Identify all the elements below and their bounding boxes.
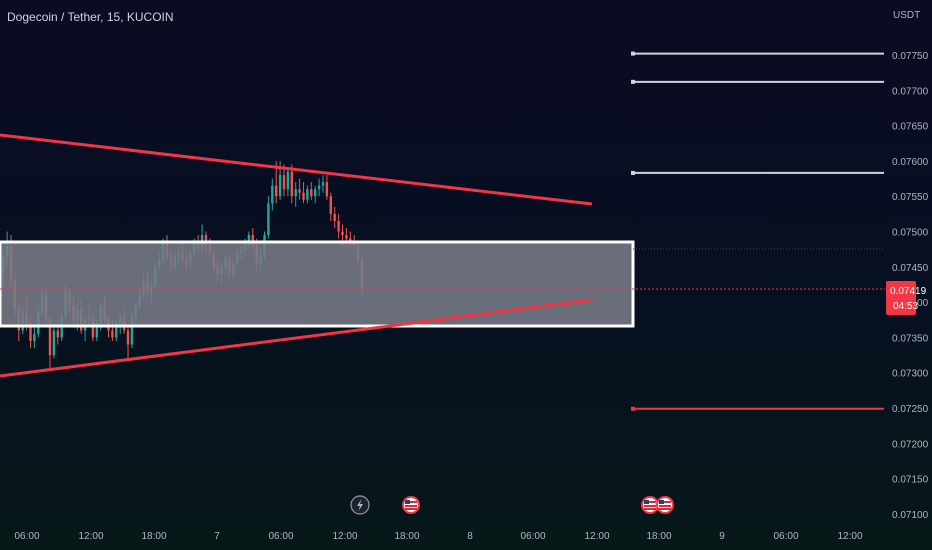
candle-body <box>52 330 56 356</box>
time-tick-label: 12:00 <box>78 531 103 542</box>
candle-body <box>204 235 208 246</box>
candle-body <box>56 330 59 338</box>
candle-body <box>29 323 32 341</box>
countdown-timer: 04:53 <box>893 301 918 312</box>
price-tick-label: 0.07450 <box>892 263 929 274</box>
candle-body <box>115 323 118 338</box>
time-tick-label: 18:00 <box>394 531 419 542</box>
us-flag-icon[interactable] <box>402 496 420 514</box>
event-icons <box>350 495 674 515</box>
time-tick-label: 12:00 <box>332 531 357 542</box>
candle-body <box>271 185 274 204</box>
candle-body <box>345 235 348 239</box>
candle-body <box>126 330 130 345</box>
candle-body <box>333 213 336 221</box>
candle-body <box>302 192 305 200</box>
level-anchor-point[interactable] <box>631 79 635 84</box>
candle-body <box>337 220 340 232</box>
time-axis[interactable]: 06:00 12:00 18:00 7 06:00 12:00 18:00 8 06:00 12:… <box>14 531 862 542</box>
level-anchor-point[interactable] <box>631 170 635 175</box>
time-tick-label: 9 <box>719 531 725 542</box>
candle-body <box>341 231 344 236</box>
symbol-title: Dogecoin / Tether, 15, KUCOIN <box>7 10 174 24</box>
candle-body <box>329 196 332 214</box>
candle-body <box>298 189 301 193</box>
candle-body <box>267 203 270 236</box>
candle-body <box>290 171 293 197</box>
price-axis[interactable]: 0.07750 0.07700 0.07650 0.07600 0.07550 0.075… <box>892 51 929 521</box>
time-tick-label: 8 <box>467 531 473 542</box>
price-tick-label: 0.07500 <box>892 228 929 239</box>
candle-body <box>317 185 321 190</box>
candle-body <box>48 319 52 356</box>
horizontal-levels <box>631 51 884 411</box>
price-axis-unit: USDT <box>893 10 920 21</box>
lightning-icon[interactable] <box>350 495 370 515</box>
candle-body <box>111 330 114 338</box>
time-tick-label: 12:00 <box>584 531 609 542</box>
candle-body <box>130 316 134 345</box>
time-tick-label: 7 <box>214 531 220 542</box>
candle-body <box>286 171 290 190</box>
price-tick-label: 0.07650 <box>892 122 929 133</box>
current-price-value: 0.07419 <box>890 286 927 297</box>
candle-body <box>33 333 36 341</box>
price-tick-label: 0.07100 <box>892 510 929 521</box>
price-tick-label: 0.07600 <box>892 157 929 168</box>
price-tick-label: 0.07200 <box>892 439 929 450</box>
candle-body <box>247 235 251 246</box>
time-tick-label: 12:00 <box>837 531 862 542</box>
candle-body <box>306 189 309 200</box>
consolidation-zone[interactable] <box>0 240 635 328</box>
time-tick-label: 18:00 <box>141 531 166 542</box>
candle-body <box>251 235 254 246</box>
price-tick-label: 0.07550 <box>892 192 929 203</box>
current-price-tag: 0.07419 04:53 <box>886 281 927 315</box>
time-tick-label: 06:00 <box>520 531 545 542</box>
level-anchor-point[interactable] <box>631 406 635 411</box>
candle-body <box>278 175 282 197</box>
price-tick-label: 0.07750 <box>892 51 929 62</box>
price-tick-label: 0.07300 <box>892 369 929 380</box>
price-tick-label: 0.07150 <box>892 475 929 486</box>
price-tick-label: 0.07250 <box>892 404 929 415</box>
us-flag-icon[interactable] <box>641 496 659 514</box>
candle-body <box>321 182 325 186</box>
time-tick-label: 18:00 <box>646 531 671 542</box>
time-tick-label: 06:00 <box>268 531 293 542</box>
us-flag-icon[interactable] <box>656 496 674 514</box>
candle-body <box>95 323 98 338</box>
level-anchor-point[interactable] <box>631 51 635 56</box>
price-tick-label: 0.07350 <box>892 333 929 344</box>
candle-body <box>349 238 352 243</box>
candle-body <box>282 175 286 190</box>
time-tick-label: 06:00 <box>773 531 798 542</box>
time-tick-label: 06:00 <box>14 531 39 542</box>
candle-body <box>325 182 329 197</box>
price-tick-label: 0.07700 <box>892 86 929 97</box>
lower-trendline[interactable] <box>0 298 593 378</box>
upper-trendline[interactable] <box>0 133 593 206</box>
candle-body <box>275 185 278 197</box>
candle-body <box>294 189 297 197</box>
candle-body <box>314 189 317 197</box>
candle-body <box>310 189 313 197</box>
